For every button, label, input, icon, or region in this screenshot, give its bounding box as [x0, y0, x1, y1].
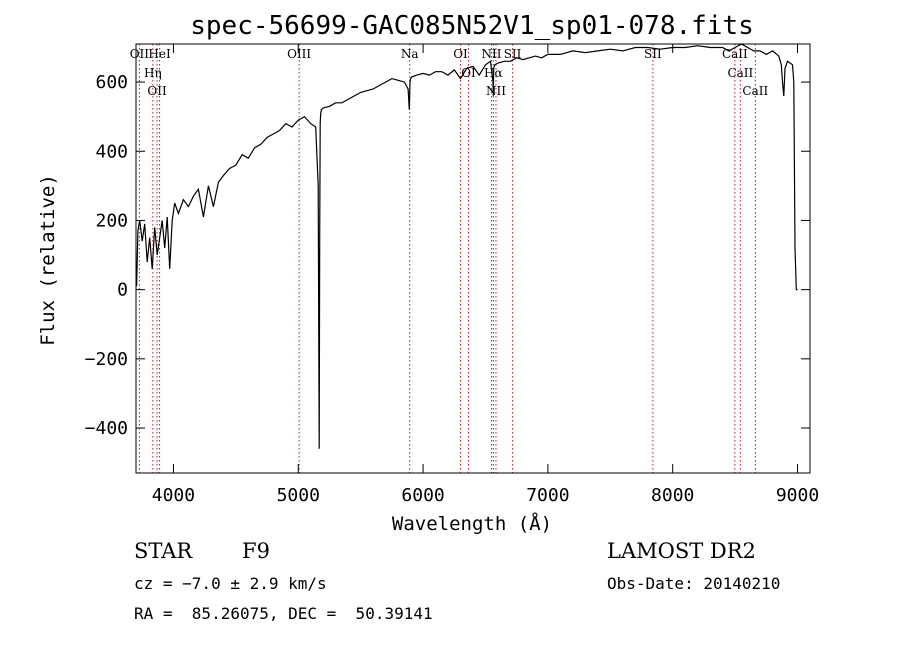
y-tick-label: 0	[117, 280, 128, 301]
line-marker-label: OII	[130, 47, 150, 61]
x-tick-label: 8000	[651, 485, 694, 506]
chart-title: spec-56699-GAC085N52V1_sp01-078.fits	[190, 11, 754, 41]
line-marker-label: Hη	[144, 66, 162, 80]
line-marker-label: HeI	[148, 47, 171, 61]
y-tick-label: 400	[95, 141, 128, 162]
y-tick-label: 200	[95, 210, 128, 231]
plot-frame	[135, 43, 811, 474]
y-tick-label: −400	[85, 418, 128, 439]
x-tick-label: 9000	[776, 485, 819, 506]
y-axis-label: Flux (relative)	[37, 174, 59, 346]
coordinates-text: RA = 85.26075, DEC = 50.39141	[134, 604, 433, 623]
x-axis-label: Wavelength (Å)	[392, 512, 552, 535]
x-tick-label: 5000	[277, 485, 320, 506]
line-marker-label: OI	[453, 47, 468, 61]
x-tick-label: 4000	[152, 485, 195, 506]
line-marker-label: SII	[644, 47, 662, 61]
y-tick-label: 600	[95, 72, 128, 93]
line-markers	[138, 44, 756, 473]
series-line-flux	[136, 43, 798, 449]
obs-date-text: Obs-Date: 20140210	[607, 574, 781, 593]
line-marker-label: OI	[461, 66, 476, 80]
line-marker-label: NII	[481, 47, 501, 61]
survey-name: LAMOST DR2	[607, 539, 756, 563]
line-marker-label: CaII	[742, 84, 768, 98]
y-tick-label: −200	[85, 349, 128, 370]
line-marker-label: OIII	[287, 47, 311, 61]
object-class: STAR	[134, 539, 193, 563]
object-subclass: F9	[242, 539, 270, 563]
line-marker-label: CaII	[727, 66, 753, 80]
line-marker-label: Na	[401, 47, 419, 61]
x-tick-label: 7000	[526, 485, 569, 506]
x-tick-label: 6000	[401, 485, 444, 506]
y-axis: −400 −200 0 200 400 600	[85, 72, 810, 439]
line-marker-label: OII	[147, 84, 167, 98]
x-axis: 4000 5000 6000 7000 8000 9000	[152, 44, 819, 506]
line-marker-label: NII	[486, 84, 506, 98]
redshift-text: cz = −7.0 ± 2.9 km/s	[134, 574, 327, 593]
